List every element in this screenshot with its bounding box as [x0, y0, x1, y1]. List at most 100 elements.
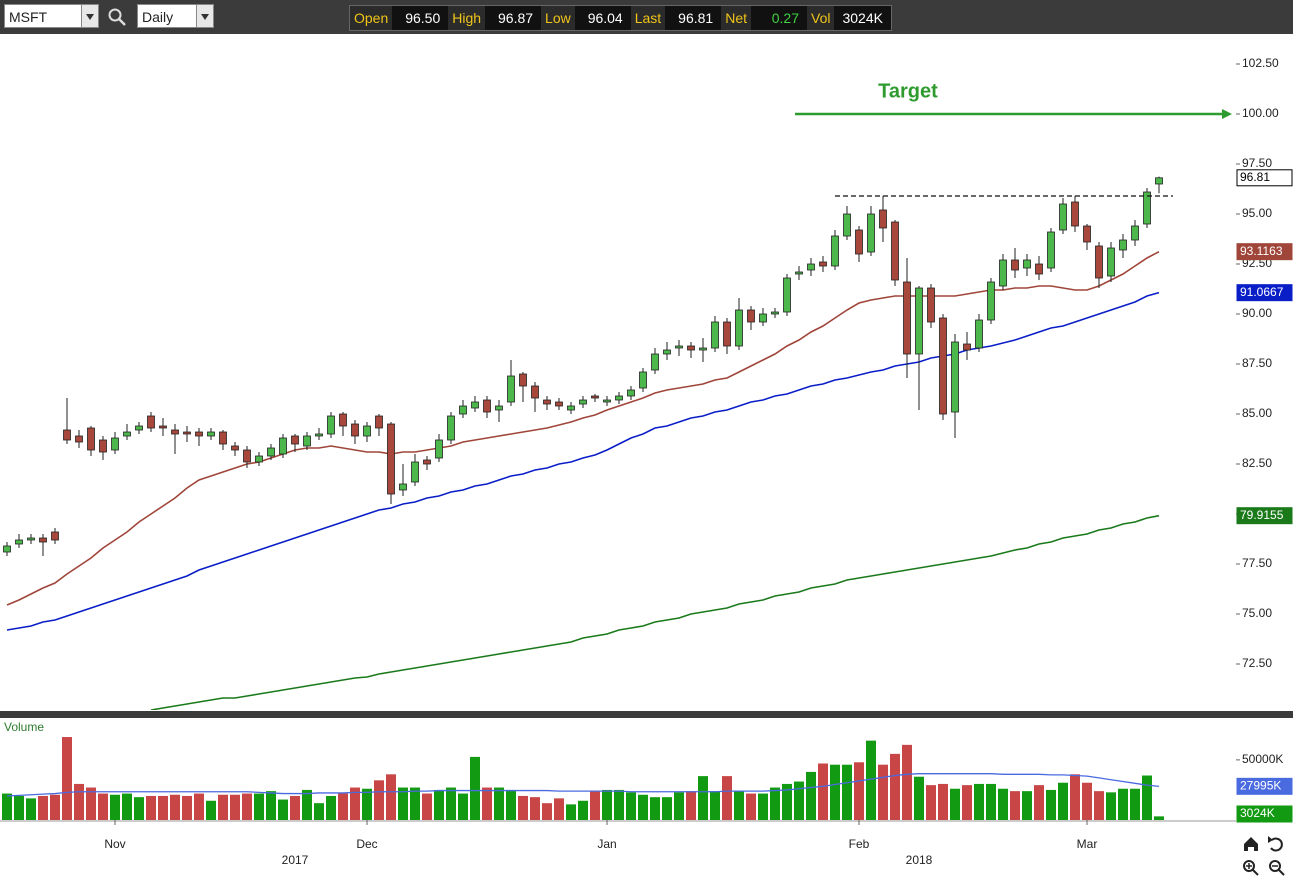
candle-body	[423, 459, 431, 465]
volume-bar	[482, 787, 492, 820]
candle-body	[87, 427, 95, 451]
candle-body	[867, 213, 875, 253]
candle-body	[711, 321, 719, 349]
volume-bar	[710, 791, 720, 820]
x-tick-label: Nov	[104, 837, 125, 851]
quote-value: 96.87	[485, 6, 542, 30]
volume-bar	[974, 783, 984, 820]
volume-bar	[578, 800, 588, 820]
volume-bar	[806, 771, 816, 820]
volume-panel	[2, 737, 1164, 820]
volume-bar	[1106, 792, 1116, 820]
target-label: Target	[878, 80, 938, 102]
candle-body	[567, 405, 575, 411]
candle-body	[339, 413, 347, 427]
volume-bar	[338, 793, 348, 820]
y-tick-label: 102.50	[1242, 56, 1279, 70]
candle-body	[531, 385, 539, 399]
candle-body	[627, 389, 635, 397]
candle-body	[603, 399, 611, 403]
candle-body	[279, 437, 287, 455]
candle-body	[723, 321, 731, 347]
volume-bar	[410, 787, 420, 820]
candle-body	[219, 431, 227, 445]
volume-bar	[218, 794, 228, 820]
candle-body	[327, 415, 335, 435]
interval-select[interactable]: Daily	[137, 4, 197, 28]
volume-bar	[110, 794, 120, 820]
candle-body	[171, 429, 179, 435]
volume-bar	[1130, 788, 1140, 820]
volume-bar	[686, 791, 696, 820]
volume-bar	[434, 789, 444, 820]
candle-body	[543, 399, 551, 405]
target-arrowhead	[1222, 109, 1232, 119]
candle-body	[375, 415, 383, 429]
volume-bar	[842, 764, 852, 820]
candle-body	[507, 375, 515, 403]
moving-average	[6, 291, 1160, 631]
candle-body	[999, 259, 1007, 287]
volume-bar	[914, 776, 924, 820]
candle-body	[807, 263, 815, 271]
candle-body	[855, 229, 863, 255]
y-tick-label: 75.00	[1242, 606, 1272, 620]
candle-body	[1155, 177, 1163, 185]
candle-body	[111, 437, 119, 451]
volume-bar	[14, 795, 24, 820]
volume-bar	[1142, 775, 1152, 820]
volume-bar	[50, 794, 60, 820]
candle-body	[447, 415, 455, 441]
volume-bar	[506, 789, 516, 820]
candle-body	[387, 423, 395, 495]
value-flag	[1236, 777, 1293, 795]
candle-body	[699, 347, 707, 351]
candle-body	[591, 395, 599, 399]
candle-body	[27, 537, 35, 541]
value-flag-label: 93.1163	[1240, 244, 1283, 258]
volume-bar	[614, 789, 624, 820]
volume-bar	[770, 787, 780, 820]
volume-bar	[62, 737, 72, 820]
interval-dropdown[interactable]	[196, 4, 214, 28]
candle-body	[975, 319, 983, 349]
candle-body	[147, 415, 155, 429]
volume-bar	[854, 762, 864, 820]
candle-body	[747, 309, 755, 323]
volume-bar	[38, 795, 48, 820]
candle-body	[75, 435, 83, 443]
quote-value: 96.81	[665, 6, 722, 30]
candle-body	[1143, 191, 1151, 225]
volume-bar	[86, 787, 96, 820]
nav-icons[interactable]	[1243, 836, 1285, 876]
volume-tick-label: 50000K	[1242, 752, 1283, 766]
y-tick-label: 100.00	[1242, 106, 1279, 120]
volume-bar	[230, 794, 240, 820]
year-label: 2018	[906, 853, 933, 867]
volume-bar	[362, 788, 372, 820]
symbol-input[interactable]: MSFT	[4, 4, 82, 28]
volume-bar	[830, 764, 840, 820]
quote-label: Vol	[807, 6, 835, 30]
volume-bar	[794, 781, 804, 820]
candle-body	[303, 435, 311, 447]
value-flag	[1236, 284, 1293, 302]
volume-bar	[902, 744, 912, 820]
panel-separator	[0, 711, 1293, 718]
search-icon[interactable]	[107, 7, 127, 27]
candle-body	[51, 531, 59, 541]
candle-body	[435, 439, 443, 459]
volume-bar	[998, 788, 1008, 820]
x-tick-label: Mar	[1077, 837, 1098, 851]
volume-bar	[2, 793, 12, 820]
candle-body	[459, 405, 467, 415]
quote-label: Low	[541, 6, 575, 30]
volume-bar	[878, 764, 888, 820]
symbol-dropdown[interactable]	[81, 4, 99, 28]
candle-body	[123, 431, 131, 437]
volume-bar	[386, 774, 396, 820]
x-tick-label: Dec	[356, 837, 377, 851]
volume-bar	[1082, 782, 1092, 820]
volume-bar	[566, 804, 576, 820]
y-tick-label: 90.00	[1242, 306, 1272, 320]
